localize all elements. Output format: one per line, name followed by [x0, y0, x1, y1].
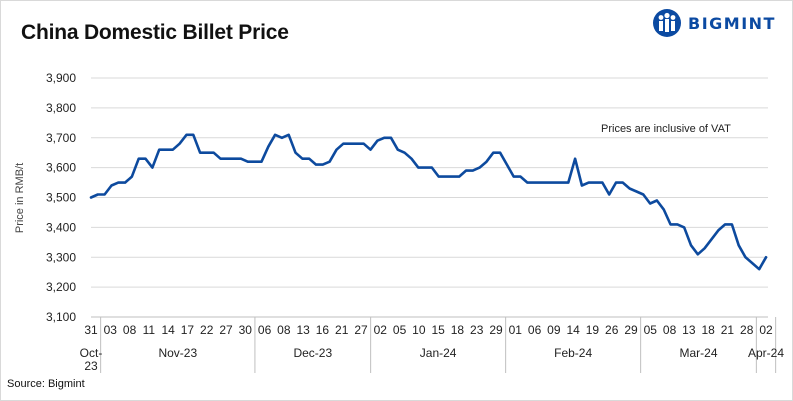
bigmint-logo: BIGMINT — [652, 7, 776, 39]
logo-text: BIGMINT — [688, 13, 776, 33]
x-tick-label: 28 — [740, 323, 754, 337]
x-tick-label: 14 — [161, 323, 175, 337]
y-tick-label: 3,400 — [46, 220, 76, 234]
x-tick-label: 21 — [721, 323, 735, 337]
x-month-label: Jan-24 — [420, 346, 457, 360]
x-tick-label: 27 — [219, 323, 233, 337]
x-tick-label: 06 — [528, 323, 542, 337]
x-tick-label: 01 — [509, 323, 523, 337]
source-note: Source: Bigmint — [7, 378, 85, 390]
x-tick-label: 18 — [451, 323, 465, 337]
x-tick-label: 19 — [586, 323, 600, 337]
y-tick-label: 3,100 — [46, 310, 76, 324]
x-tick-label: 06 — [258, 323, 272, 337]
x-tick-label: 16 — [316, 323, 330, 337]
x-tick-label: 02 — [374, 323, 388, 337]
x-tick-label: 08 — [123, 323, 137, 337]
x-tick-label: 02 — [759, 323, 773, 337]
y-axis-ticks: 3,100 3,200 3,300 3,400 3,500 3,600 3,700 3,800… — [46, 71, 76, 324]
x-tick-label: 03 — [104, 323, 118, 337]
x-tick-label: 08 — [277, 323, 291, 337]
x-tick-label: 21 — [335, 323, 349, 337]
x-month-label: Nov-23 — [158, 346, 197, 360]
gridlines — [91, 77, 768, 318]
y-tick-label: 3,700 — [46, 131, 76, 145]
vat-annotation: Prices are inclusive of VAT — [601, 123, 731, 135]
x-month-label: 23 — [84, 359, 98, 373]
x-tick-label: 10 — [412, 323, 426, 337]
x-tick-label: 09 — [547, 323, 561, 337]
y-tick-label: 3,800 — [46, 101, 76, 115]
x-month-label: Apr-24 — [748, 346, 784, 360]
x-axis: 31 03 08 11 14 17 22 27 30 06 08 13 16 21 27 02 05 10 15 18… — [80, 316, 784, 373]
x-month-label: Oct- — [80, 346, 103, 360]
y-axis-label: Price in RMB/t — [14, 163, 26, 233]
x-tick-label: 26 — [605, 323, 619, 337]
x-tick-label: 29 — [489, 323, 503, 337]
x-tick-label: 29 — [624, 323, 638, 337]
x-tick-label: 30 — [239, 323, 253, 337]
x-tick-label: 31 — [84, 323, 98, 337]
x-tick-label: 13 — [296, 323, 310, 337]
x-tick-label: 15 — [431, 323, 445, 337]
x-tick-label: 11 — [143, 323, 156, 337]
x-tick-label: 14 — [566, 323, 580, 337]
y-tick-label: 3,600 — [46, 161, 76, 175]
x-month-label: Dec-23 — [293, 346, 332, 360]
x-tick-label: 17 — [181, 323, 195, 337]
x-tick-label: 18 — [701, 323, 715, 337]
x-month-label: Mar-24 — [679, 346, 717, 360]
y-tick-label: 3,500 — [46, 191, 76, 205]
y-tick-label: 3,900 — [46, 71, 76, 85]
y-tick-label: 3,300 — [46, 250, 76, 264]
x-month-label: Feb-24 — [554, 346, 592, 360]
x-tick-label: 13 — [682, 323, 696, 337]
x-tick-label: 23 — [470, 323, 484, 337]
x-tick-label: 08 — [663, 323, 677, 337]
y-tick-label: 3,200 — [46, 280, 76, 294]
chart-title: China Domestic Billet Price — [21, 21, 289, 44]
x-tick-label: 05 — [644, 323, 658, 337]
x-tick-label: 27 — [354, 323, 368, 337]
x-tick-label: 05 — [393, 323, 407, 337]
series-line-billet-price — [89, 133, 768, 271]
bigmint-people-logo-icon — [653, 9, 681, 37]
x-tick-label: 22 — [200, 323, 214, 337]
